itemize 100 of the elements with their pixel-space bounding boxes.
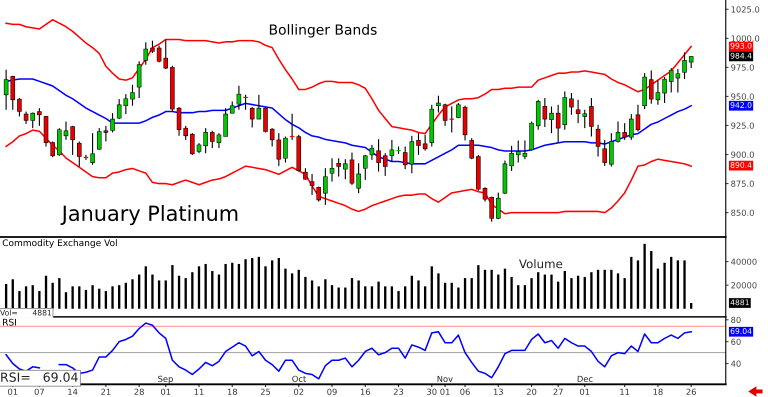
bar xyxy=(364,286,366,309)
candlestick xyxy=(370,144,374,160)
annotation: RSI= 69.04 xyxy=(1,372,78,382)
bar xyxy=(118,285,120,309)
x-tick-label: 11 xyxy=(620,388,630,395)
candlestick xyxy=(90,132,95,166)
candlestick xyxy=(144,42,148,66)
bar xyxy=(344,288,346,309)
candlestick xyxy=(216,132,222,149)
bar xyxy=(144,266,147,309)
bar xyxy=(278,258,280,309)
bar xyxy=(338,288,340,309)
bar xyxy=(584,276,586,309)
bar xyxy=(204,264,207,309)
candlestick xyxy=(422,134,428,152)
candlestick xyxy=(130,84,135,106)
candlestick xyxy=(77,140,82,168)
bar xyxy=(290,273,294,309)
bar xyxy=(38,291,41,309)
bar xyxy=(604,270,606,309)
candlestick xyxy=(323,168,328,206)
bar xyxy=(231,262,234,309)
candlestick xyxy=(629,114,634,140)
candlestick xyxy=(336,158,341,178)
candlestick xyxy=(24,110,28,124)
y-tick-label: 950.0 xyxy=(731,93,754,100)
bar xyxy=(258,256,260,309)
bar xyxy=(650,250,652,309)
candlestick xyxy=(602,139,607,166)
bar xyxy=(164,280,167,309)
bar xyxy=(457,288,460,309)
x-tick-label: 18 xyxy=(654,388,663,395)
bar xyxy=(124,282,127,309)
x-tick-label: 28 xyxy=(134,388,144,395)
candlestick xyxy=(582,109,588,129)
candlestick xyxy=(688,56,694,69)
bar xyxy=(4,284,8,309)
x-tick-label: 01 xyxy=(160,388,170,395)
bar xyxy=(71,286,74,309)
candlestick xyxy=(343,158,348,180)
y-tick-label: 1000.0 xyxy=(732,35,760,42)
bar xyxy=(430,266,433,309)
candlestick xyxy=(223,108,228,138)
bar xyxy=(410,276,413,309)
x-tick-label: 02 xyxy=(294,388,304,395)
bar xyxy=(477,265,480,309)
bar xyxy=(324,279,327,309)
candlestick xyxy=(10,75,16,110)
candlestick xyxy=(256,94,262,120)
bar xyxy=(544,274,546,309)
bar xyxy=(251,258,254,309)
x-tick-label: 27 xyxy=(553,388,563,395)
candlestick xyxy=(648,70,654,104)
candlestick xyxy=(496,192,501,220)
bar xyxy=(104,291,108,309)
bar xyxy=(564,271,566,309)
candlestick xyxy=(203,128,208,154)
candlestick xyxy=(509,145,514,172)
bar xyxy=(676,260,680,309)
candlestick xyxy=(489,196,494,222)
candlestick xyxy=(124,94,128,115)
candlestick xyxy=(243,94,248,110)
candlestick xyxy=(70,125,75,156)
bar xyxy=(630,256,632,309)
bar xyxy=(211,271,214,309)
candlestick xyxy=(356,162,361,194)
candlestick xyxy=(270,128,274,148)
candlestick xyxy=(116,98,122,120)
y-tick-label: 900.0 xyxy=(731,152,754,158)
candlestick xyxy=(163,39,168,70)
bar xyxy=(537,272,540,309)
candlestick xyxy=(316,186,321,202)
bar xyxy=(670,256,672,309)
candlestick xyxy=(589,98,594,138)
candlestick xyxy=(104,125,108,142)
x-tick-label: 23 xyxy=(394,388,404,395)
candlestick xyxy=(596,124,600,158)
bar xyxy=(52,282,54,309)
y-tick-label: 60 xyxy=(731,338,741,345)
candlestick xyxy=(668,68,674,94)
candlestick xyxy=(230,100,235,114)
candlestick xyxy=(609,132,614,168)
x-tick-label: 16 xyxy=(360,388,370,395)
bar xyxy=(690,302,692,309)
bar xyxy=(238,264,240,309)
candlestick xyxy=(156,45,162,63)
annotation: Sep xyxy=(158,376,173,384)
bar xyxy=(191,272,194,309)
candlestick xyxy=(662,76,667,104)
candlestick xyxy=(616,120,620,144)
bar xyxy=(12,279,14,309)
candlestick xyxy=(390,139,394,162)
candlestick xyxy=(263,106,268,133)
bar xyxy=(158,280,160,309)
text: Bollinger Bands xyxy=(270,24,377,38)
candlestick xyxy=(682,52,687,80)
candlestick xyxy=(516,140,521,164)
bar xyxy=(490,270,493,309)
candlestick xyxy=(303,168,308,180)
candlestick xyxy=(276,132,282,166)
